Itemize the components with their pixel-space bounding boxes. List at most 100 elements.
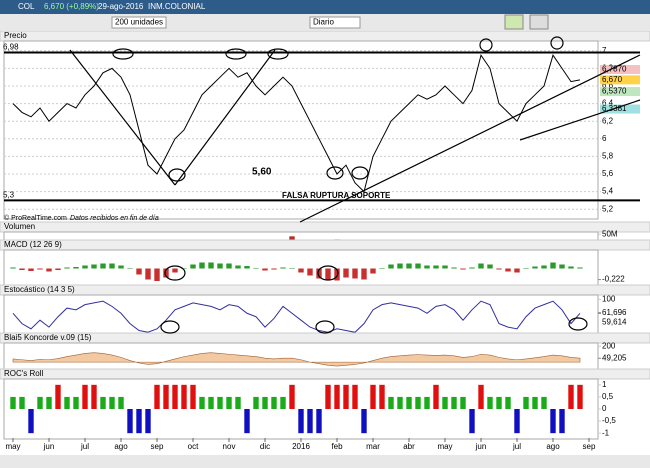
bar [46,268,52,272]
circle-mark [315,320,335,334]
circle-mark [112,48,134,60]
bar [217,263,223,269]
chart-button[interactable] [504,14,524,30]
bar [235,396,241,409]
level-label: 5,3 [3,191,15,200]
bar [199,262,205,269]
price-label: 6,5370 [602,87,627,96]
bar [316,268,322,279]
level-label: 6,98 [3,43,19,52]
bar [523,396,529,409]
bar [127,409,133,434]
panel-header [0,284,650,296]
bar [469,267,475,269]
bar [280,396,286,409]
x-tick-label: may [5,442,20,451]
bar [109,263,115,269]
bar [127,268,133,269]
circle-mark [479,38,493,52]
panels: Precio76,86,66,46,265,85,65,45,26,985,36… [0,30,650,451]
bar [361,409,367,434]
bar [73,267,79,269]
bar [514,409,520,434]
price-label-box [600,65,640,75]
bar [163,384,169,409]
circle-mark [168,168,186,182]
bar [406,396,412,409]
bar [298,409,304,434]
x-tick-label: jun [475,442,487,451]
circle-mark [164,265,186,281]
bar [415,263,421,269]
bar [541,396,547,409]
price-label-box [600,87,640,97]
bar [568,266,574,269]
series-line [12,54,581,193]
trend-line [69,49,176,186]
y-tick-label: 6 [602,134,607,143]
bar [226,396,232,409]
circle-mark [317,265,339,281]
bar [235,265,241,269]
bar [424,265,430,269]
bar [559,409,565,434]
bar [244,266,250,269]
panel-title: Precio [4,31,27,40]
circle-mark [225,48,247,60]
x-tick-label: 2016 [292,442,310,451]
bar [577,267,583,269]
trend-line [519,99,641,141]
bar [145,409,151,434]
bar [253,396,259,409]
bar [217,396,223,409]
bar [100,396,106,409]
bar [343,268,349,278]
bar [478,263,484,269]
bar [28,409,34,434]
bar [496,268,502,270]
bar [388,396,394,409]
period-select[interactable] [309,16,361,29]
circle-mark [326,166,344,180]
data-note: Datos recibidos en fin de día [70,215,159,222]
bar [64,396,70,409]
bar [55,384,61,409]
circle-mark [351,166,369,180]
bar [433,384,439,409]
bar [271,268,277,270]
y-tick-label: 50M [602,229,618,238]
bar [271,396,277,409]
bar [136,409,142,434]
tool-button[interactable] [529,14,549,30]
level-label: 61,696 [602,308,627,317]
bar [163,268,169,278]
bar [316,409,322,434]
bar [262,268,268,271]
bar [514,268,520,273]
bar [532,266,538,269]
bar [325,268,331,280]
bar [172,384,178,409]
bar [118,265,124,269]
price-label-box [600,75,640,85]
bar [190,264,196,269]
y-tick-label: 100 [602,295,616,304]
circle-mark [550,36,564,50]
instrument-name: INM.COLONIAL [148,2,206,11]
panel-header [0,221,650,233]
bar [433,265,439,269]
level-label: 59,614 [602,318,627,327]
panel-title: Volumen [4,222,35,231]
bar [541,265,547,269]
status-bar [0,455,650,468]
annotation: 5,60 [252,167,272,178]
x-tick-label: mar [366,442,380,451]
bar [397,263,403,269]
bar [37,268,43,270]
panel-title: Estocástico (14 3 5) [4,285,75,294]
panel-title: MACD (12 26 9) [4,240,62,249]
level-label: -0,222 [602,275,625,284]
bar [415,396,421,409]
units-select[interactable] [111,16,167,29]
y-tick-label: 5,4 [602,187,614,196]
